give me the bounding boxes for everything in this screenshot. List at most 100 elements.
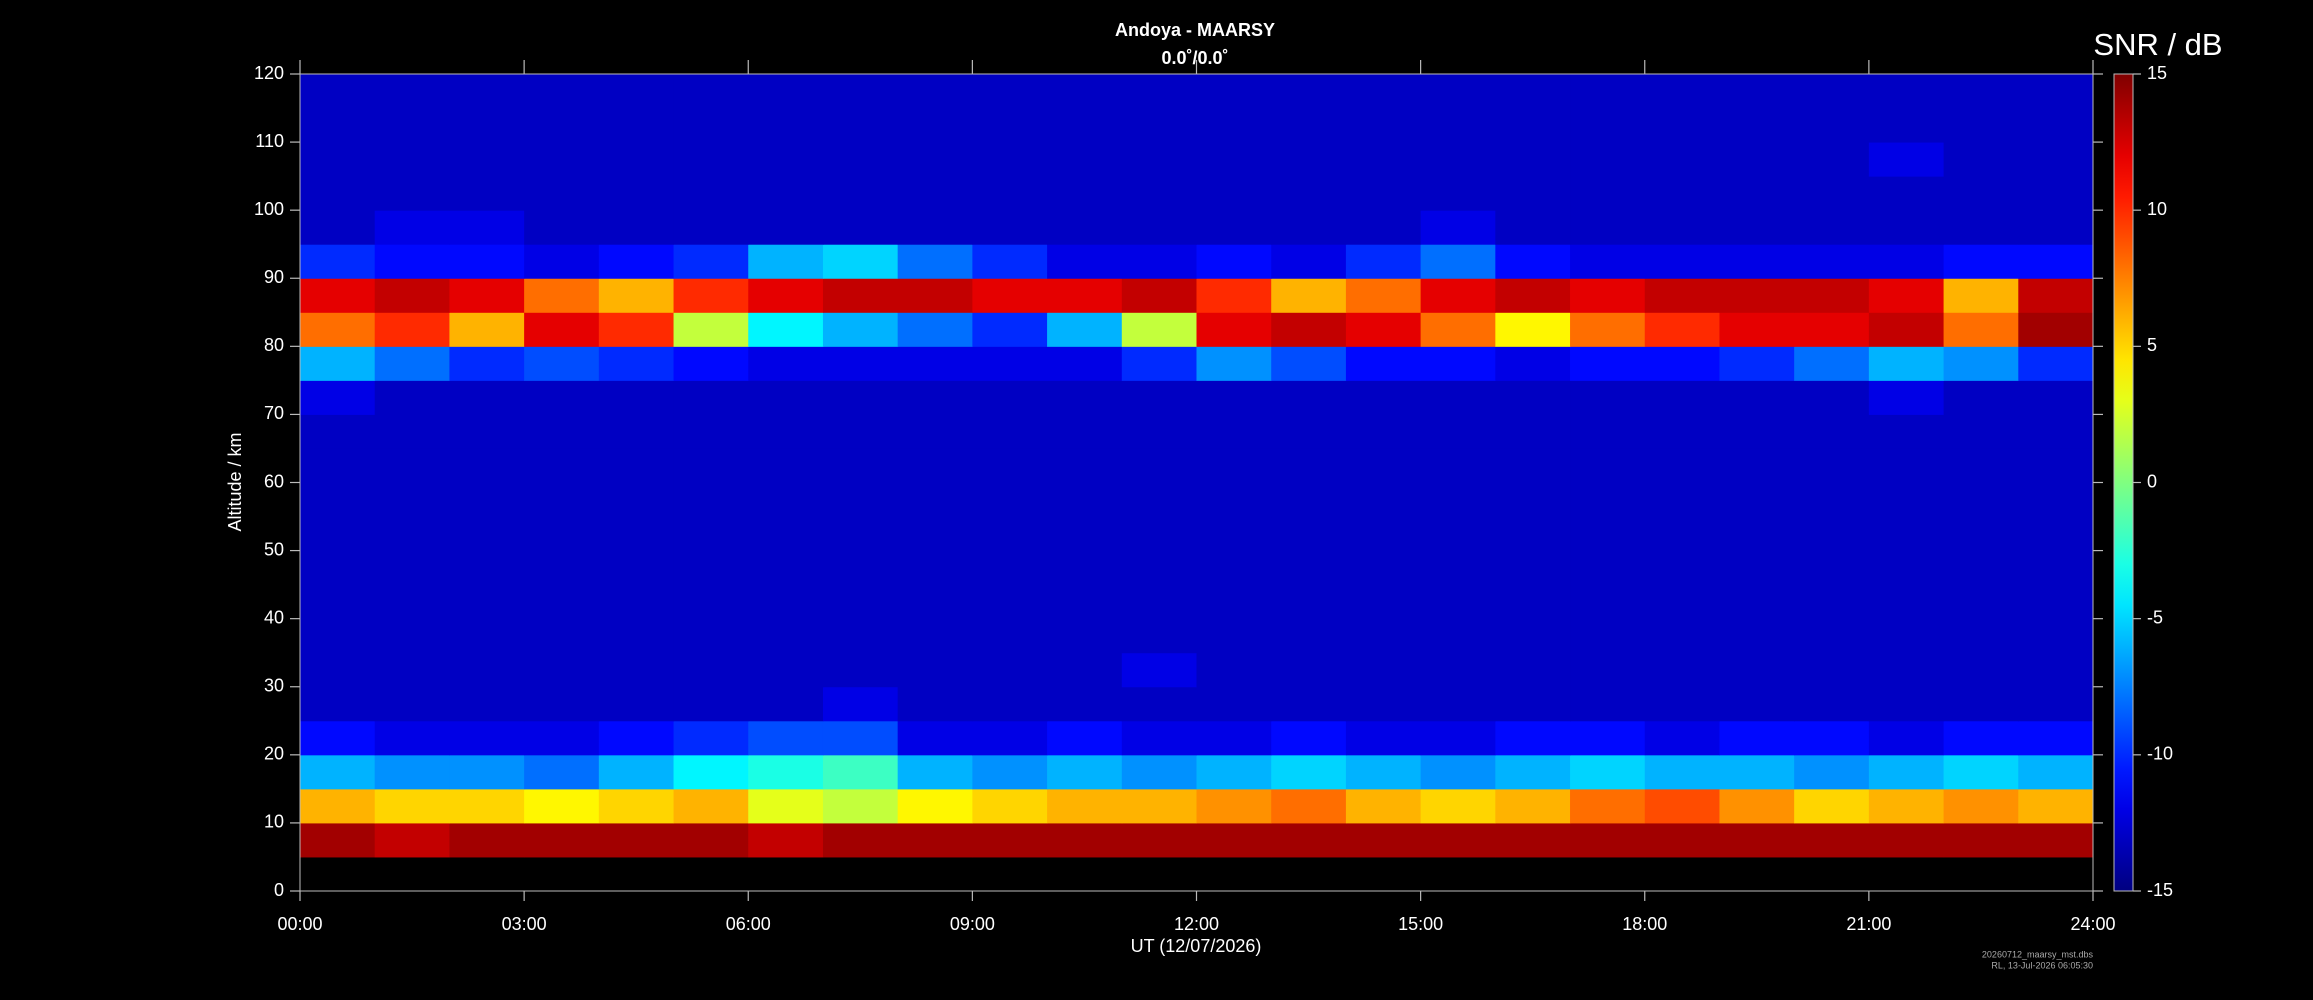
heatmap-cell [1719, 448, 1795, 483]
heatmap-cell [748, 74, 824, 109]
heatmap-cell [897, 482, 973, 518]
heatmap-cell [1868, 550, 1945, 586]
heatmap-cell [1644, 312, 1720, 347]
heatmap-cell [300, 278, 376, 313]
heatmap-cell [972, 686, 1048, 722]
heatmap-cell [598, 584, 675, 620]
y-tick-label: 0 [274, 880, 284, 900]
heatmap-cell [1719, 652, 1795, 688]
x-axis-label: UT (12/07/2026) [1131, 936, 1262, 956]
heatmap-cell [1495, 312, 1571, 347]
heatmap-cell [1943, 244, 2019, 279]
heatmap-cell [598, 754, 675, 790]
heatmap-cell [449, 142, 525, 177]
heatmap-cell [1644, 788, 1720, 824]
heatmap-cell [1196, 312, 1272, 347]
heatmap-cell [598, 448, 675, 483]
heatmap-cell [598, 74, 675, 109]
heatmap-cell [1570, 550, 1646, 586]
heatmap-cell [449, 74, 525, 109]
heatmap-cell [300, 652, 376, 688]
heatmap-cell [673, 448, 749, 483]
heatmap-cell [1420, 448, 1496, 483]
heatmap-cell [1644, 686, 1720, 722]
heatmap-cell [2018, 278, 2094, 313]
heatmap-cell [1047, 210, 1123, 245]
heatmap-cell [673, 176, 749, 211]
heatmap-cell [2018, 414, 2094, 449]
heatmap-cell [1271, 74, 1347, 109]
heatmap-cell [897, 312, 973, 347]
heatmap-cell [972, 482, 1048, 518]
heatmap-cell [449, 822, 525, 858]
heatmap-cell [1271, 550, 1347, 586]
heatmap-cell [822, 584, 899, 620]
heatmap-cell [300, 720, 376, 756]
heatmap-cell [2018, 720, 2094, 756]
heatmap-cell [1719, 74, 1795, 109]
y-tick-label: 90 [264, 267, 284, 287]
heatmap-cell [1047, 74, 1123, 109]
heatmap-cell [1868, 210, 1945, 245]
heatmap-cell [374, 142, 450, 177]
heatmap-cell [1121, 448, 1197, 483]
heatmap-cell [673, 516, 749, 552]
heatmap-cell [748, 482, 824, 518]
heatmap-cell [1420, 482, 1496, 518]
heatmap-cell [1420, 312, 1496, 347]
heatmap-cell [1121, 584, 1197, 620]
heatmap-cell [449, 788, 525, 824]
heatmap-cell [1943, 448, 2019, 483]
heatmap-cell [1196, 482, 1272, 518]
heatmap-cell [1345, 448, 1422, 483]
heatmap-cell [598, 652, 675, 688]
heatmap-cell [748, 176, 824, 211]
heatmap-cell [1868, 244, 1945, 279]
heatmap-cell [748, 618, 824, 654]
heatmap-cell [972, 822, 1048, 858]
heatmap-cell [972, 346, 1048, 381]
heatmap-cell [1644, 176, 1720, 211]
footnote: 20260712_maarsy_mst.dbs [1982, 949, 2094, 959]
heatmap-cell [1794, 176, 1870, 211]
heatmap-cell [1794, 686, 1870, 722]
footnote: RL, 13-Jul-2026 06:05:30 [1991, 960, 2093, 970]
heatmap-cell [748, 210, 824, 245]
heatmap-cell [449, 754, 525, 790]
heatmap-cell [673, 686, 749, 722]
heatmap-cell [1196, 618, 1272, 654]
heatmap-cell [374, 448, 450, 483]
colorbar-tick-label: 10 [2147, 199, 2167, 219]
y-tick-label: 40 [264, 607, 284, 627]
heatmap-cell [1271, 414, 1347, 449]
heatmap-cell [1495, 618, 1571, 654]
heatmap-cell [300, 822, 376, 858]
heatmap-cell [1345, 754, 1422, 790]
heatmap-cell [822, 822, 899, 858]
heatmap-cell [1644, 822, 1720, 858]
heatmap-cell [1121, 210, 1197, 245]
heatmap-cell [897, 720, 973, 756]
heatmap-cell [1719, 822, 1795, 858]
heatmap-cell [897, 686, 973, 722]
heatmap-cell [1047, 686, 1123, 722]
heatmap-cell [1047, 244, 1123, 279]
heatmap-cell [1570, 142, 1646, 177]
heatmap-cell [1570, 686, 1646, 722]
heatmap-cell [1047, 312, 1123, 347]
heatmap-cell [374, 516, 450, 552]
heatmap-cell [1345, 312, 1422, 347]
heatmap-cell [972, 754, 1048, 790]
heatmap-cell [1943, 822, 2019, 858]
heatmap-cell [1570, 210, 1646, 245]
heatmap-cell [524, 482, 600, 518]
heatmap-cell [374, 108, 450, 143]
heatmap-cell [374, 176, 450, 211]
heatmap-cell [673, 312, 749, 347]
heatmap-cell [822, 74, 899, 109]
heatmap-cell [1420, 686, 1496, 722]
heatmap-cell [1495, 482, 1571, 518]
heatmap-cell [1196, 788, 1272, 824]
heatmap-cell [1570, 108, 1646, 143]
